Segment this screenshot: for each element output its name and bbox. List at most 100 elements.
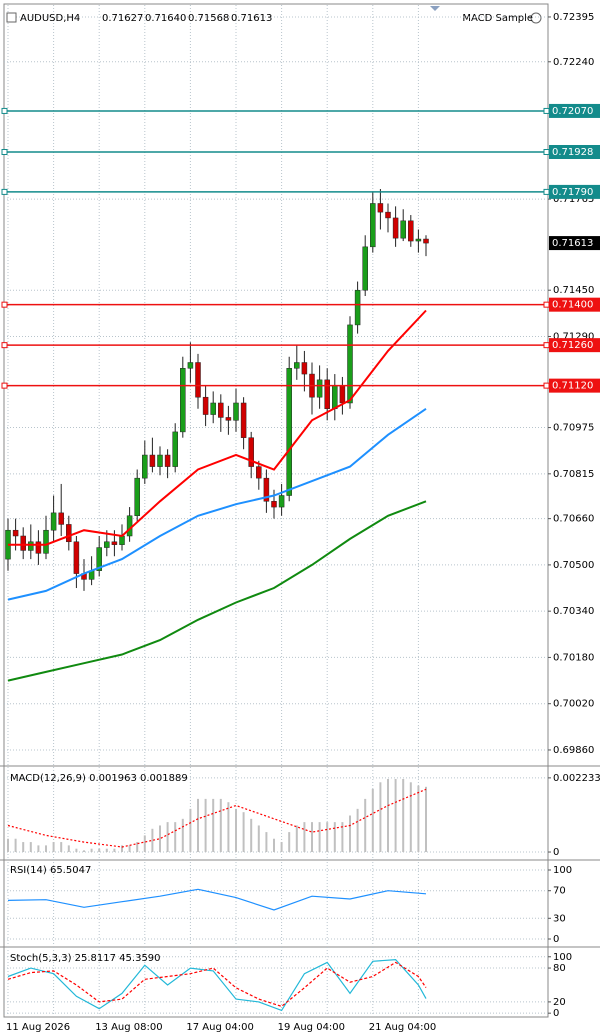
y-tick-label: 100: [553, 952, 572, 963]
candle-body: [50, 512, 57, 531]
y-tick-label: 0.72240: [553, 57, 594, 68]
histogram-bar: [326, 822, 329, 853]
y-tick-label: 70: [553, 886, 566, 897]
candle-body: [408, 220, 414, 242]
y-tick-label: 80: [553, 963, 566, 974]
level-marker: [1, 301, 8, 308]
candle-body: [294, 362, 300, 369]
candle-body: [210, 402, 216, 415]
candle-body: [271, 501, 277, 508]
level-marker: [543, 342, 550, 349]
histogram-bar: [341, 822, 344, 853]
level-label: 0.71790: [552, 187, 593, 198]
indicator-line: [7, 500, 427, 682]
candle-body: [202, 396, 209, 415]
level-label-box: [549, 297, 600, 312]
level-marker: [543, 382, 550, 389]
indicator-line: [8, 309, 427, 546]
y-tick-label: 0.70500: [553, 560, 594, 571]
y-tick-label: 0: [553, 847, 559, 858]
ohlc-value: 0.71613: [231, 13, 272, 24]
candle-body: [377, 203, 384, 213]
histogram-bar: [288, 832, 291, 853]
indicator-title: MACD(12,26,9) 0.001963 0.001889: [10, 773, 188, 784]
x-tick-label: 11 Aug 2026: [6, 1022, 70, 1033]
ohlc-value: 0.71568: [188, 13, 229, 24]
indicator-title: Stoch(5,3,3) 25.8117 45.3590: [10, 953, 161, 964]
ohlc-value: 0.71627: [102, 13, 143, 24]
candle-body: [324, 379, 330, 410]
candle-body: [233, 402, 239, 421]
candle-body: [263, 477, 270, 502]
histogram-bar: [333, 822, 336, 853]
level-label: 0.71928: [552, 147, 593, 158]
histogram-bar: [425, 786, 427, 853]
histogram-bar: [174, 822, 177, 853]
histogram-bar: [52, 842, 55, 853]
y-tick-label: 0.002233: [553, 773, 600, 784]
histogram-bar: [349, 815, 351, 853]
histogram-bar: [402, 778, 405, 853]
candle-body: [164, 454, 171, 467]
histogram-bar: [90, 848, 93, 853]
candle-body: [28, 541, 34, 551]
histogram-bar: [394, 778, 397, 853]
candle-body: [20, 535, 26, 551]
level-marker: [543, 188, 550, 195]
histogram-bar: [181, 818, 184, 853]
candle-body: [142, 454, 148, 479]
close-icon[interactable]: [530, 12, 542, 24]
histogram-bar: [219, 798, 222, 853]
level-label-box: [549, 144, 600, 159]
histogram-bar: [204, 798, 207, 853]
histogram-bar: [295, 825, 298, 853]
candle-body: [354, 289, 361, 326]
histogram-bar: [75, 848, 78, 853]
histogram-bar: [371, 788, 374, 853]
candle-body: [111, 541, 118, 545]
histogram-bar: [105, 848, 108, 853]
level-label: 0.71400: [552, 300, 593, 311]
y-tick-label: 0.71765: [553, 194, 594, 205]
y-tick-label: 0.71450: [553, 285, 594, 296]
histogram-bar: [37, 845, 40, 853]
level-label: 0.72070: [552, 106, 593, 117]
histogram-bar: [83, 850, 85, 853]
y-tick-label: 20: [553, 997, 566, 1008]
candle-body: [149, 454, 156, 467]
level-marker: [543, 107, 550, 114]
histogram-bar: [235, 808, 237, 853]
candle-body: [35, 541, 42, 554]
histogram-bar: [113, 848, 116, 853]
indicator-line: [7, 958, 427, 1012]
y-tick-label: 100: [553, 865, 572, 876]
histogram-bar: [417, 785, 420, 853]
histogram-bar: [280, 842, 283, 853]
y-tick-label: 30: [553, 913, 566, 924]
candle-body: [195, 362, 201, 398]
candle-body: [347, 324, 353, 404]
candle-body: [400, 220, 406, 239]
histogram-bar: [60, 842, 63, 853]
y-tick-label: 0.71290: [553, 331, 594, 342]
y-tick-label: 0: [553, 934, 559, 945]
histogram-bar: [364, 798, 367, 853]
y-tick-label: 0.70340: [553, 606, 594, 617]
histogram-bar: [45, 845, 47, 853]
level-label-box: [549, 338, 600, 353]
histogram-bar: [128, 845, 131, 853]
histogram-bar: [159, 825, 161, 853]
candle-body: [225, 417, 232, 421]
level-label: 0.71260: [552, 340, 593, 351]
level-label-box: [549, 184, 600, 199]
candle-body: [126, 515, 133, 537]
y-tick-label: 0.70975: [553, 423, 594, 434]
histogram-bar: [227, 802, 230, 853]
y-tick-label: 0.72395: [553, 12, 594, 23]
candle-body: [248, 437, 254, 467]
y-tick-label: 0.70020: [553, 699, 594, 710]
y-tick-label: 0: [553, 1008, 559, 1019]
y-tick-label: 0.70180: [553, 652, 594, 663]
histogram-bar: [166, 822, 169, 853]
